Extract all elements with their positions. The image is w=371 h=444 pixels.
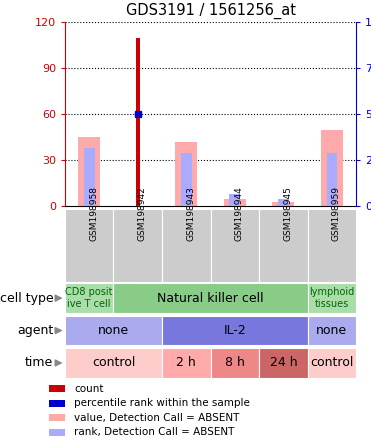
Bar	[49, 400, 65, 407]
Bar	[278, 199, 289, 206]
Bar	[308, 316, 356, 345]
Bar	[210, 348, 259, 378]
Text: value, Detection Call = ABSENT: value, Detection Call = ABSENT	[74, 413, 240, 423]
Bar	[49, 429, 65, 436]
Text: GSM198942: GSM198942	[138, 186, 147, 241]
Text: none: none	[98, 324, 129, 337]
Bar	[308, 348, 356, 378]
Bar	[65, 209, 114, 282]
Text: cell type: cell type	[0, 292, 53, 305]
Bar	[162, 316, 308, 345]
Title: GDS3191 / 1561256_at: GDS3191 / 1561256_at	[125, 3, 296, 20]
Text: Natural killer cell: Natural killer cell	[157, 292, 264, 305]
Bar	[175, 142, 197, 206]
Bar	[210, 209, 259, 282]
Bar	[114, 283, 308, 313]
Bar	[65, 316, 162, 345]
Bar	[162, 209, 211, 282]
Bar	[230, 194, 240, 206]
Text: GSM198945: GSM198945	[283, 186, 292, 241]
Text: 8 h: 8 h	[225, 357, 245, 369]
Bar	[114, 209, 162, 282]
Bar	[224, 199, 246, 206]
Bar	[321, 130, 343, 206]
Text: GSM198944: GSM198944	[235, 186, 244, 241]
Text: 24 h: 24 h	[270, 357, 297, 369]
Text: GSM198958: GSM198958	[89, 186, 98, 241]
Text: count: count	[74, 384, 104, 394]
Text: percentile rank within the sample: percentile rank within the sample	[74, 398, 250, 408]
Bar	[162, 348, 211, 378]
Text: agent: agent	[17, 324, 53, 337]
Bar	[308, 209, 356, 282]
Bar	[65, 348, 162, 378]
Bar	[326, 153, 337, 206]
Text: GSM198943: GSM198943	[186, 186, 195, 241]
Bar	[259, 348, 308, 378]
Text: time: time	[25, 357, 53, 369]
Bar	[49, 414, 65, 421]
Bar	[272, 202, 294, 206]
Text: control: control	[310, 357, 354, 369]
Bar	[84, 148, 95, 206]
Bar	[181, 153, 191, 206]
Bar	[308, 283, 356, 313]
Bar	[49, 385, 65, 392]
Text: none: none	[316, 324, 348, 337]
Text: control: control	[92, 357, 135, 369]
Text: 2 h: 2 h	[176, 357, 196, 369]
Text: IL-2: IL-2	[223, 324, 246, 337]
Bar	[78, 137, 100, 206]
Text: CD8 posit
ive T cell: CD8 posit ive T cell	[65, 287, 113, 309]
Bar	[259, 209, 308, 282]
Text: lymphoid
tissues: lymphoid tissues	[309, 287, 355, 309]
Text: rank, Detection Call = ABSENT: rank, Detection Call = ABSENT	[74, 427, 234, 437]
Bar	[65, 283, 114, 313]
Text: GSM198959: GSM198959	[332, 186, 341, 241]
Bar	[136, 38, 139, 206]
